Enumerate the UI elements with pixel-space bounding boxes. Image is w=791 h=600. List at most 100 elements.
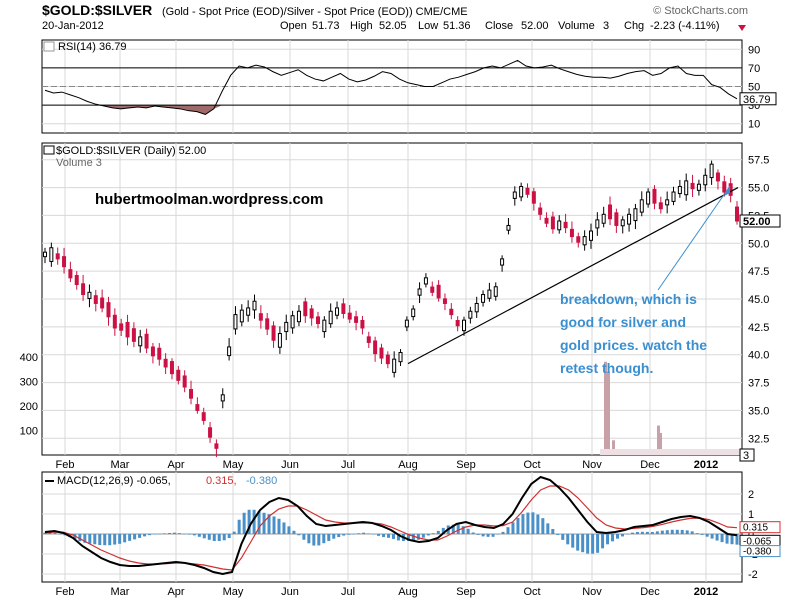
- macd-histogram-bar: [247, 509, 251, 534]
- candle-body: [392, 358, 397, 373]
- candle-body: [227, 346, 232, 357]
- candle-body: [671, 191, 676, 202]
- macd-histogram-bar: [267, 514, 271, 534]
- macd-histogram-bar: [382, 534, 386, 538]
- macd-tick-label: 1: [748, 509, 754, 521]
- macd-histogram-bar: [88, 534, 92, 544]
- macd-month-label: Feb: [56, 586, 75, 598]
- volume-bar: [607, 371, 610, 455]
- macd-tick-label: -2: [748, 569, 758, 581]
- macd-histogram-bar: [53, 532, 57, 534]
- candle-body: [735, 206, 739, 222]
- macd-histogram-bar: [337, 534, 341, 538]
- price-tick-label: 55.0: [748, 183, 769, 195]
- macd-histogram-bar: [133, 534, 137, 540]
- macd-histogram-bar: [486, 534, 490, 537]
- candle-body: [93, 295, 98, 304]
- candle-body: [265, 318, 270, 330]
- macd-histogram-bar: [690, 531, 694, 534]
- candle-body: [62, 256, 67, 268]
- macd-histogram-bar: [715, 534, 719, 541]
- macd-histogram-bar: [162, 533, 166, 534]
- candle-body: [246, 307, 251, 316]
- volume-subtitle: Volume 3: [56, 157, 102, 169]
- macd-histogram-bar: [620, 534, 624, 537]
- chart-date: 20-Jan-2012: [42, 20, 104, 32]
- macd-histogram-bar: [128, 534, 132, 541]
- candle-body: [696, 183, 701, 191]
- close-label: Close: [485, 20, 513, 32]
- volume-bar: [604, 361, 607, 455]
- candle-body: [258, 313, 263, 321]
- macd-histogram-bar: [138, 534, 142, 538]
- price-tick-label: 47.5: [748, 266, 769, 278]
- macd-histogram-bar: [601, 534, 605, 549]
- macd-histogram-bar: [606, 534, 610, 545]
- candle-body: [328, 310, 333, 325]
- candle-body: [49, 247, 54, 262]
- volume-value: 3: [603, 20, 609, 32]
- macd-histogram-bar: [531, 512, 535, 534]
- macd-histogram-bar: [123, 534, 127, 543]
- macd-histogram-bar: [675, 529, 679, 534]
- macd-histogram-bar: [640, 531, 644, 534]
- macd-histogram-bar: [551, 528, 555, 534]
- rsi-line: [44, 59, 738, 115]
- price-month-label: Jun: [281, 459, 299, 471]
- macd-histogram-bar: [660, 530, 664, 534]
- candle-body: [652, 188, 657, 204]
- annotation-arrow-head: [724, 186, 730, 196]
- candle-body: [487, 289, 492, 299]
- macd-histogram-bar: [655, 531, 659, 534]
- volume-last-value: 3: [743, 450, 749, 462]
- candle-body: [442, 298, 447, 304]
- candle-body: [138, 336, 143, 347]
- price-last-value: 52.00: [743, 216, 771, 228]
- candle-body: [208, 427, 213, 438]
- macd-histogram-bar: [287, 526, 291, 534]
- macd-month-label: Jul: [341, 586, 355, 598]
- candle-body: [322, 319, 327, 333]
- candle-body: [182, 375, 187, 388]
- price-tick-label: 37.5: [748, 378, 769, 390]
- macd-histogram-bar: [332, 534, 336, 539]
- low-value: 51.36: [443, 20, 471, 32]
- price-month-label: Mar: [111, 459, 130, 471]
- candle-body: [582, 236, 587, 246]
- macd-histogram-bar: [202, 534, 206, 539]
- rsi-tick-label: 50: [748, 82, 760, 94]
- candle-body: [481, 294, 486, 303]
- macd-month-label: Apr: [167, 586, 184, 598]
- candle-body: [658, 202, 663, 210]
- macd-last-value: 0.315: [743, 523, 768, 534]
- candle-body: [87, 291, 92, 299]
- rsi-tick-label: 10: [748, 119, 760, 131]
- candle-body: [252, 300, 257, 311]
- macd-histogram-bar: [581, 534, 585, 553]
- chart-symbol: $GOLD:$SILVER: [42, 2, 152, 18]
- macd-histogram-bar: [302, 534, 306, 540]
- macd-histogram-bar: [327, 534, 331, 541]
- candle-body: [500, 258, 505, 266]
- candle-body: [614, 212, 619, 226]
- macd-histogram-bar: [153, 534, 157, 535]
- rsi-tick-label: 90: [748, 44, 760, 56]
- macd-histogram-bar: [645, 531, 649, 534]
- candle-body: [379, 347, 384, 359]
- macd-histogram-bar: [113, 534, 117, 545]
- macd-histogram-bar: [416, 534, 420, 540]
- candle-body: [531, 191, 536, 204]
- candle-body: [417, 288, 422, 296]
- candle-body: [309, 308, 314, 319]
- macd-histogram-bar: [222, 534, 226, 541]
- macd-histogram-bar: [426, 534, 430, 536]
- candle-body: [81, 283, 86, 296]
- macd-histogram-bar: [720, 534, 724, 543]
- open-label: Open: [280, 20, 307, 32]
- macd-histogram-bar: [187, 534, 191, 535]
- annotation-arrow: [657, 185, 731, 291]
- macd-histogram-bar: [177, 533, 181, 534]
- macd-histogram-bar: [48, 532, 52, 534]
- high-value: 52.05: [379, 20, 407, 32]
